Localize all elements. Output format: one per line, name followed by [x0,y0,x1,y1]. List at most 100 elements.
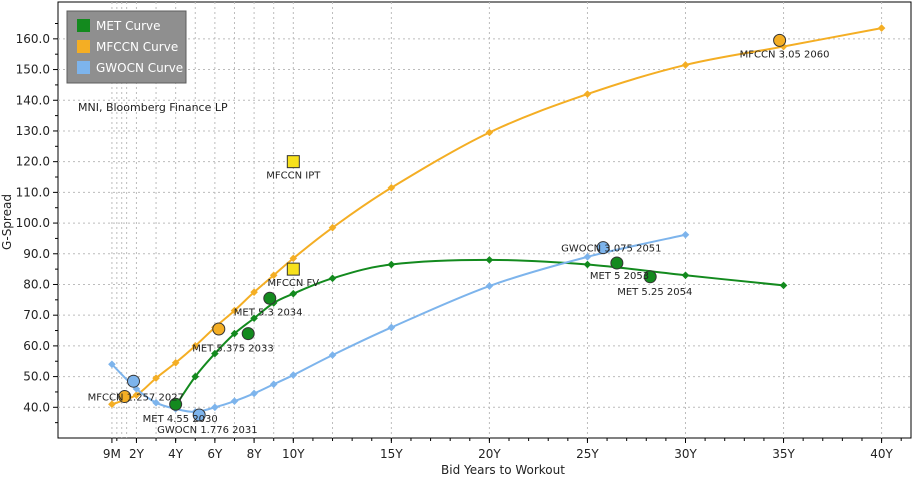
series-point [191,372,200,381]
x-tick-label: 35Y [772,447,795,461]
series-point [289,254,298,263]
bond-label: GWOCN 1.776 2031 [157,425,257,436]
legend[interactable]: MET Curve MFCCN Curve GWOCN Curve [66,10,187,84]
new-issue-label: MFCCN FV [268,278,320,289]
bond-marker [192,408,206,422]
series-point [328,274,337,283]
x-axis-title: Bid Years to Workout [441,463,565,477]
bond-label: MET 5.375 2033 [192,344,274,355]
y-tick-label: 100.0 [16,216,50,230]
bond-label: MET 5.25 2054 [617,287,692,298]
series-point [152,374,160,382]
bond-marker [241,327,255,341]
bond-marker [610,256,624,270]
series-point [108,400,116,409]
series-point [132,385,141,393]
series-point [583,90,592,98]
y-axis-title: G-Spread [0,194,14,250]
bond-labels: MET 4.55 2030 MET 5.375 2033 MET 5.3 2034 M… [88,49,830,436]
series-point [171,358,180,367]
series-point [583,260,592,269]
source-note: MNI, Bloomberg Finance LP [78,101,228,114]
series-point [211,349,219,358]
y-tick-label: 130.0 [16,124,50,138]
bond-label: MET 5.3 2034 [234,307,303,318]
x-tick-label: 15Y [380,447,403,461]
x-tick-label: 10Y [282,447,305,461]
bond-label: MFCCN 1.257 2027 [88,393,184,404]
bond-marker [118,390,132,404]
y-tick-label: 150.0 [16,63,50,77]
series-point [132,391,141,399]
series-point [250,314,258,323]
y-tick-label: 160.0 [16,32,50,46]
y-tick-label: 90.0 [23,247,50,261]
bond-marker [643,270,657,284]
series-point [485,282,494,290]
series-point [485,256,494,264]
series-point [681,271,690,280]
legend-label-met: MET Curve [96,19,160,33]
bond-label: MET 5 2053 [590,271,649,282]
series-point [269,380,278,389]
legend-label-mfccn: MFCCN Curve [96,40,178,54]
series-point [230,329,239,338]
series-point [250,389,258,398]
x-tick-label: 20Y [478,447,501,461]
y-tick-label: 80.0 [23,277,50,291]
series-point [387,183,396,192]
x-tick-label: 4Y [168,447,184,461]
series-point [152,398,160,407]
series-point [681,61,690,69]
x-tick-label: 40Y [870,447,893,461]
bond-markers [118,33,787,422]
y-tick-label: 60.0 [23,339,50,353]
bond-label: GWOCN 3.075 2051 [561,244,661,255]
plot-area [57,1,912,439]
series-point [877,24,886,32]
bond-label: MFCCN 3.05 2060 [740,49,830,60]
legend-label-gwocn: GWOCN Curve [96,61,183,75]
series-point [328,223,337,232]
y-tick-label: 50.0 [23,370,50,384]
series-point [387,323,396,332]
series-point [108,360,116,369]
axes: 40.0 50.0 60.0 70.0 80.0 90.0 100.0 110.0 120.0 1… [16,22,902,461]
series-point [328,351,337,359]
series-point [583,253,592,261]
bond-marker [169,397,183,411]
x-tick-label: 2Y [129,447,145,461]
series-point [211,403,219,412]
series-point [387,260,396,269]
y-tick-label: 120.0 [16,155,50,169]
bond-marker [263,291,277,305]
legend-swatch-gwocn [77,61,90,74]
legend-swatch-met [77,19,90,32]
series-point [269,271,278,280]
y-tick-label: 110.0 [16,185,50,199]
bond-marker [596,241,610,255]
new-issue-marker [286,155,300,169]
series-point [289,289,298,298]
x-tick-label: 9M [103,447,121,461]
y-tick-label: 140.0 [16,93,50,107]
x-tick-label: 8Y [247,447,263,461]
bond-marker [773,33,787,47]
series-point [485,128,494,137]
bond-label: MET 4.55 2030 [143,414,218,425]
x-tick-label: 30Y [674,447,697,461]
series-point [289,371,298,379]
y-tick-label: 40.0 [23,400,50,414]
series-point [230,397,239,405]
series-point [681,230,690,239]
y-tick-label: 70.0 [23,308,50,322]
legend-swatch-mfccn [77,40,90,53]
new-issue-marker [286,262,300,276]
gridlines [58,2,911,438]
new-issue-label: MFCCN IPT [266,171,321,182]
series-point [250,288,258,296]
series-point [230,306,239,315]
bond-marker [212,322,226,336]
bond-marker [126,374,140,388]
